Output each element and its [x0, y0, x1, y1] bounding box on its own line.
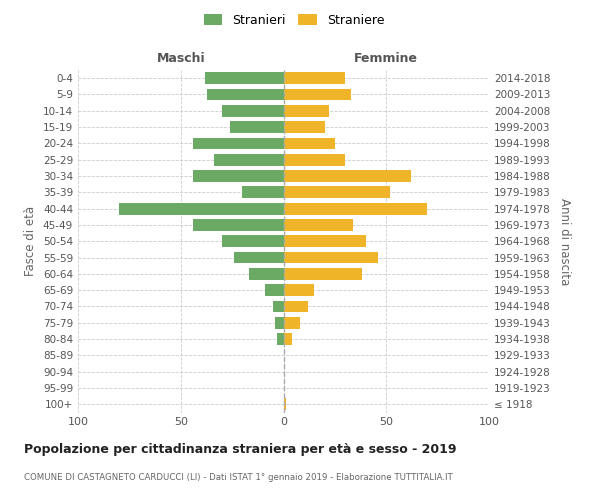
Bar: [284, 72, 345, 84]
Bar: [284, 300, 308, 312]
Bar: [193, 219, 284, 231]
Bar: [284, 398, 286, 410]
Bar: [230, 121, 284, 133]
Text: Popolazione per cittadinanza straniera per età e sesso - 2019: Popolazione per cittadinanza straniera p…: [24, 442, 457, 456]
Bar: [205, 72, 284, 84]
Bar: [234, 252, 284, 264]
Bar: [248, 268, 284, 280]
Bar: [119, 203, 284, 214]
Bar: [284, 154, 345, 166]
Y-axis label: Anni di nascita: Anni di nascita: [557, 198, 571, 285]
Bar: [284, 105, 329, 117]
Bar: [284, 333, 292, 345]
Bar: [284, 317, 300, 328]
Bar: [222, 105, 284, 117]
Bar: [273, 300, 284, 312]
Bar: [222, 236, 284, 247]
Bar: [214, 154, 284, 166]
Text: Femmine: Femmine: [354, 52, 418, 65]
Text: Maschi: Maschi: [157, 52, 205, 65]
Legend: Stranieri, Straniere: Stranieri, Straniere: [199, 8, 389, 32]
Bar: [284, 219, 353, 231]
Bar: [284, 268, 362, 280]
Text: COMUNE DI CASTAGNETO CARDUCCI (LI) - Dati ISTAT 1° gennaio 2019 - Elaborazione T: COMUNE DI CASTAGNETO CARDUCCI (LI) - Dat…: [24, 472, 453, 482]
Bar: [265, 284, 284, 296]
Bar: [277, 333, 284, 345]
Bar: [284, 252, 378, 264]
Y-axis label: Fasce di età: Fasce di età: [25, 206, 37, 276]
Bar: [284, 138, 335, 149]
Bar: [284, 203, 427, 214]
Bar: [284, 88, 352, 101]
Bar: [284, 284, 314, 296]
Bar: [193, 170, 284, 182]
Bar: [208, 88, 284, 101]
Bar: [275, 317, 284, 328]
Bar: [242, 186, 284, 198]
Bar: [284, 121, 325, 133]
Bar: [284, 186, 391, 198]
Bar: [284, 170, 411, 182]
Bar: [193, 138, 284, 149]
Bar: [284, 236, 366, 247]
